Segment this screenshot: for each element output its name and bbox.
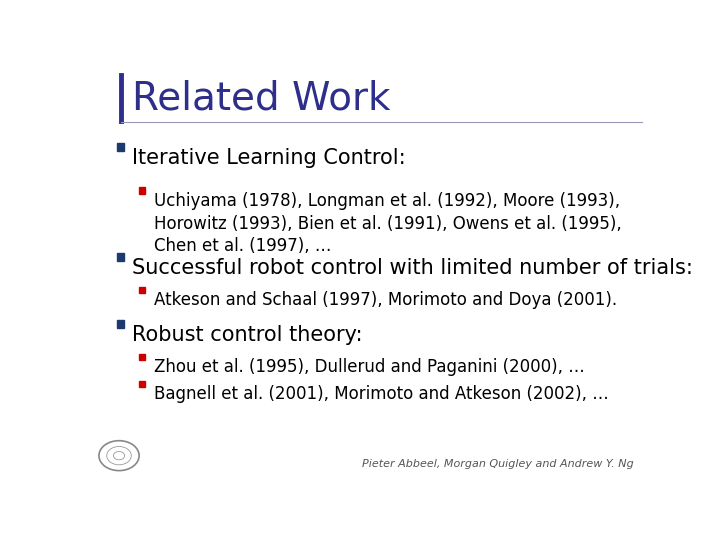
- FancyBboxPatch shape: [117, 320, 124, 328]
- Text: Pieter Abbeel, Morgan Quigley and Andrew Y. Ng: Pieter Abbeel, Morgan Quigley and Andrew…: [362, 459, 634, 469]
- FancyBboxPatch shape: [139, 187, 145, 194]
- Text: Zhou et al. (1995), Dullerud and Paganini (2000), …: Zhou et al. (1995), Dullerud and Paganin…: [154, 358, 585, 376]
- FancyBboxPatch shape: [139, 381, 145, 387]
- Text: Robust control theory:: Robust control theory:: [132, 325, 362, 345]
- FancyBboxPatch shape: [117, 143, 124, 151]
- FancyBboxPatch shape: [117, 253, 124, 261]
- Text: Successful robot control with limited number of trials:: Successful robot control with limited nu…: [132, 258, 693, 278]
- Text: Bagnell et al. (2001), Morimoto and Atkeson (2002), …: Bagnell et al. (2001), Morimoto and Atke…: [154, 385, 609, 403]
- FancyBboxPatch shape: [139, 287, 145, 294]
- Text: Related Work: Related Work: [132, 79, 390, 117]
- FancyBboxPatch shape: [139, 354, 145, 360]
- Text: Uchiyama (1978), Longman et al. (1992), Moore (1993),
Horowitz (1993), Bien et a: Uchiyama (1978), Longman et al. (1992), …: [154, 192, 622, 255]
- Text: Atkeson and Schaal (1997), Morimoto and Doya (2001).: Atkeson and Schaal (1997), Morimoto and …: [154, 292, 617, 309]
- Text: Iterative Learning Control:: Iterative Learning Control:: [132, 148, 405, 168]
